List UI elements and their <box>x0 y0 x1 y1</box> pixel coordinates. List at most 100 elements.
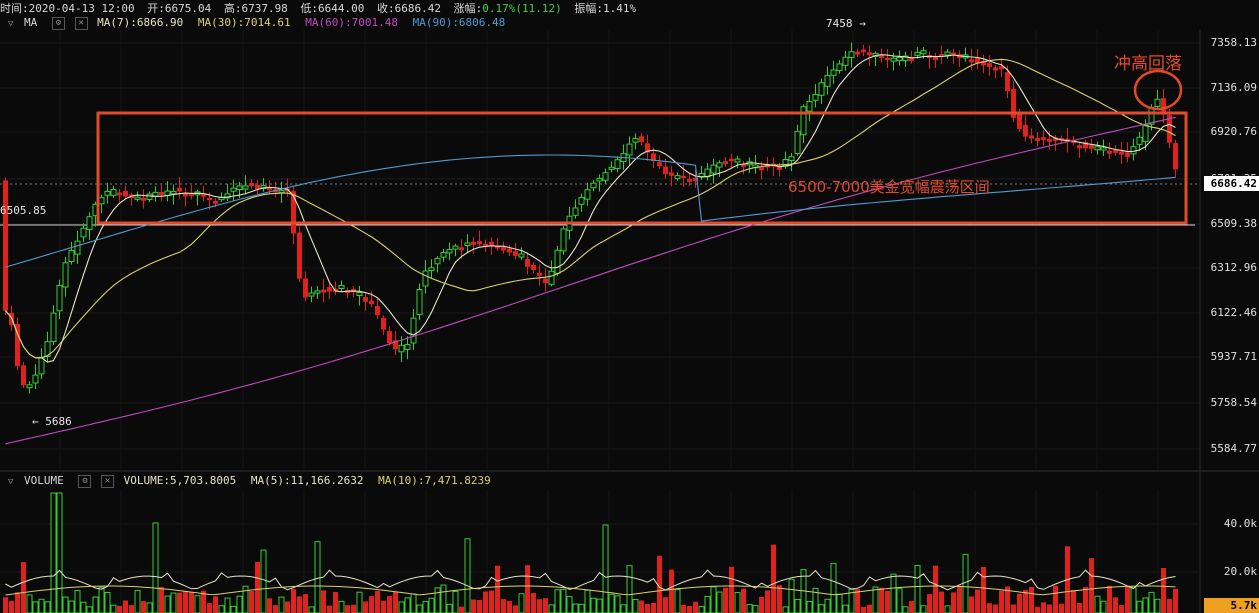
volume-bar <box>608 593 615 613</box>
volume-bar <box>1119 605 1124 613</box>
volume-bar <box>639 600 644 613</box>
volume-bar <box>981 566 986 613</box>
candlestick <box>446 242 453 261</box>
volume-bar <box>620 604 627 613</box>
volume-bar <box>681 604 686 613</box>
candle-body <box>369 300 374 305</box>
candlestick <box>855 48 860 58</box>
volume-bar <box>38 598 45 613</box>
volume-bar <box>824 598 831 613</box>
candlestick <box>110 185 117 198</box>
candle-body <box>321 289 326 293</box>
volume-bar <box>1142 597 1149 613</box>
candlestick <box>632 133 639 150</box>
candlestick <box>1136 131 1143 151</box>
candlestick <box>26 381 33 394</box>
volume-bar <box>999 590 1004 613</box>
candlestick <box>1041 130 1046 146</box>
candlestick <box>645 134 650 161</box>
volume-bar <box>68 600 75 613</box>
candle-body <box>855 51 860 55</box>
candle-body <box>387 331 392 344</box>
candle-body <box>1154 98 1161 107</box>
settings-icon[interactable]: ⚙ <box>78 474 92 488</box>
candle-body <box>117 192 122 196</box>
volume-bar <box>338 600 345 613</box>
candle-body <box>213 200 218 204</box>
candlestick <box>501 241 506 254</box>
candle-body <box>848 51 855 58</box>
candlestick <box>303 271 308 302</box>
volume-bar <box>1161 568 1166 613</box>
settings-icon[interactable]: ⚙ <box>51 16 65 30</box>
volume-bar <box>345 605 350 613</box>
candlestick <box>1047 131 1052 150</box>
volume-bar <box>92 596 99 613</box>
candlestick <box>734 155 741 169</box>
candle-body <box>428 267 435 271</box>
volume-bar <box>944 605 951 613</box>
volume-bar <box>74 590 81 613</box>
candle-body <box>818 82 825 96</box>
close-icon[interactable]: ✕ <box>74 16 88 30</box>
candlestick <box>477 230 482 247</box>
amplitude-label: 振幅:1.41% <box>574 2 637 15</box>
candlestick <box>416 283 423 320</box>
volume-bar <box>962 553 969 613</box>
candle-body <box>489 241 494 246</box>
candlestick <box>1119 141 1124 164</box>
current-volume-tag: 5.7k <box>1204 598 1259 613</box>
volume-bar <box>1130 587 1137 613</box>
candle-body <box>1017 113 1022 129</box>
candle-body <box>501 247 506 251</box>
volume-bar <box>596 598 603 613</box>
candle-body <box>645 143 650 153</box>
candle-body <box>578 196 585 205</box>
candlestick <box>867 45 872 66</box>
candlestick <box>1077 143 1082 158</box>
candlestick <box>141 189 146 209</box>
candle-body <box>525 258 530 267</box>
volume-bar <box>861 606 866 613</box>
volume-bar <box>314 541 321 613</box>
volume-bar <box>1173 589 1178 613</box>
candle-body <box>285 188 290 192</box>
close-icon[interactable]: ✕ <box>101 474 115 488</box>
ma30-value: MA(30):7014.61 <box>197 16 291 29</box>
candlestick <box>32 364 39 390</box>
candle-body <box>177 187 182 192</box>
volume-bar <box>879 587 884 613</box>
ma60-value: MA(60):7001.48 <box>305 16 398 29</box>
collapse-caret-icon[interactable]: ▽ <box>8 477 14 487</box>
candlestick <box>152 186 159 202</box>
volume-bar <box>141 601 146 613</box>
candlestick <box>651 147 656 169</box>
volume-bar <box>663 597 668 613</box>
candle-body <box>416 289 423 316</box>
volume-bar <box>489 590 494 613</box>
candlestick <box>572 199 579 219</box>
volume-bar <box>818 604 825 613</box>
volume-bar <box>1113 597 1118 613</box>
candle-body <box>716 162 723 168</box>
volume-bar <box>885 590 890 613</box>
candlestick <box>752 155 759 174</box>
volume-bar <box>1107 585 1112 613</box>
candle-body <box>626 143 633 156</box>
candlestick <box>902 51 909 67</box>
volume-bar <box>404 597 411 613</box>
candlestick <box>1107 142 1112 159</box>
candle-body <box>446 249 453 254</box>
volume-bar <box>993 604 998 613</box>
volume-bar <box>483 591 488 613</box>
volume-bar <box>614 595 621 613</box>
candle-body <box>1125 152 1130 157</box>
candle-body <box>806 101 813 112</box>
candlestick <box>543 268 548 292</box>
candlestick <box>1154 89 1161 110</box>
volume-bar <box>584 589 591 613</box>
volume-bar <box>507 600 512 613</box>
ma7-value: MA(7):6866.90 <box>97 16 184 29</box>
collapse-caret-icon[interactable]: ▽ <box>8 19 14 29</box>
volume-bar <box>987 603 992 613</box>
